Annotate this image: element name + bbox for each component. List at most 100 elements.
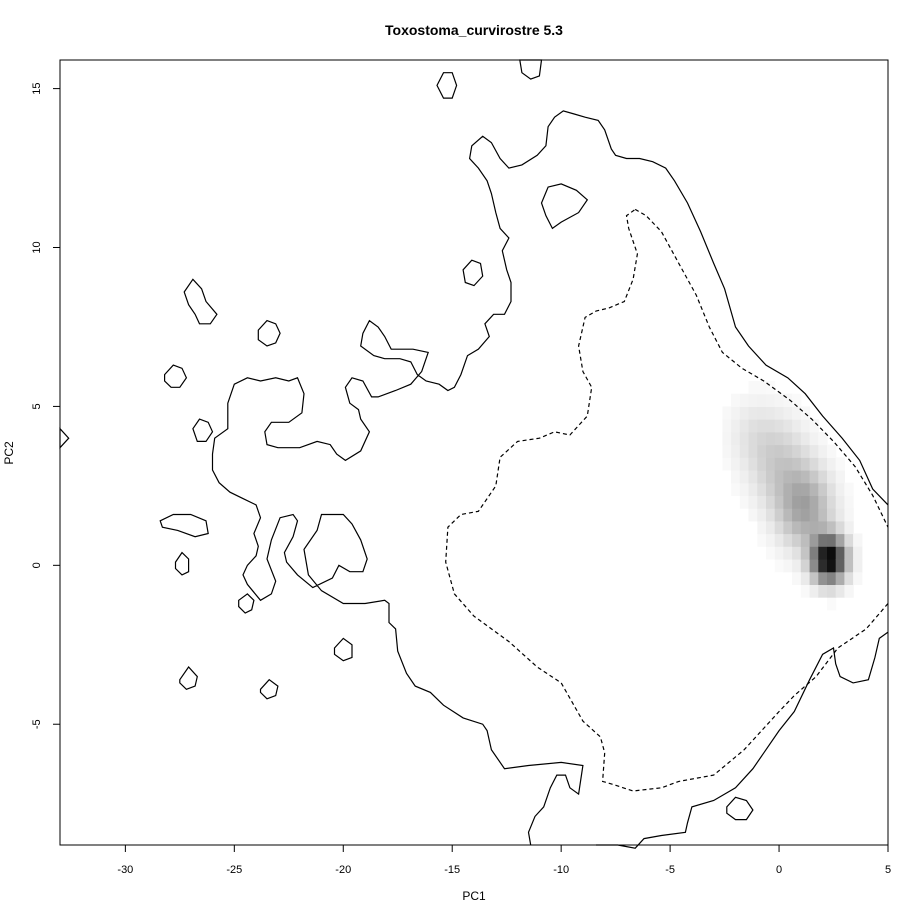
heatmap-cell xyxy=(722,419,732,433)
heatmap-cell xyxy=(809,520,819,535)
heatmap-cell xyxy=(809,444,819,458)
x-tick-label: -20 xyxy=(335,864,351,876)
heatmap-cell xyxy=(757,508,767,522)
y-axis: -5 0 5 10 15 xyxy=(31,82,61,729)
heatmap-cell xyxy=(766,406,776,420)
solid-contour-line xyxy=(462,259,484,287)
solid-contour-line xyxy=(59,427,70,450)
heatmap-cell xyxy=(774,431,784,446)
heatmap-cell xyxy=(774,520,784,535)
heatmap-cell xyxy=(835,559,845,573)
heatmap-cell xyxy=(722,457,732,471)
heatmap-cell xyxy=(722,406,732,420)
solid-contour-line xyxy=(164,364,188,388)
heatmap-cell xyxy=(809,457,819,471)
heatmap-cell xyxy=(853,546,863,560)
y-tick-label: 0 xyxy=(31,562,43,568)
heatmap-cell xyxy=(792,419,802,433)
density-heatmap xyxy=(722,381,863,611)
heatmap-cell xyxy=(757,444,767,458)
heatmap-cell xyxy=(827,495,837,509)
heatmap-cell xyxy=(835,470,845,484)
heatmap-cell xyxy=(792,571,802,585)
heatmap-cell xyxy=(792,393,802,407)
heatmap-cell xyxy=(748,431,758,446)
contour-lines xyxy=(59,59,889,849)
y-axis-label: PC2 xyxy=(2,441,16,465)
heatmap-cell xyxy=(748,406,758,420)
heatmap-cell xyxy=(766,381,776,395)
heatmap-cell xyxy=(748,381,758,395)
solid-contour-line xyxy=(183,278,218,325)
solid-contour-line xyxy=(519,59,543,80)
heatmap-cell xyxy=(757,520,767,535)
heatmap-cell xyxy=(809,584,819,598)
heatmap-cell xyxy=(800,559,811,573)
heatmap-cell xyxy=(809,546,819,560)
heatmap-cell xyxy=(818,584,828,598)
heatmap-cell xyxy=(748,482,758,496)
x-tick-label: 5 xyxy=(885,864,891,876)
heatmap-cell xyxy=(827,457,837,471)
heatmap-cell xyxy=(800,495,811,509)
heatmap-cell xyxy=(739,393,750,407)
heatmap-cell xyxy=(774,495,784,509)
heatmap-cell xyxy=(731,419,741,433)
heatmap-cell xyxy=(766,533,776,547)
heatmap-cell xyxy=(722,431,732,446)
heatmap-cell xyxy=(800,457,811,471)
x-tick-label: -10 xyxy=(553,864,569,876)
heatmap-cell xyxy=(757,406,767,420)
heatmap-cell xyxy=(739,444,750,458)
heatmap-cell xyxy=(766,419,776,433)
heatmap-cell xyxy=(835,571,845,585)
heatmap-cell xyxy=(844,546,854,560)
heatmap-cell xyxy=(809,431,819,446)
solid-contour-line xyxy=(238,593,255,614)
heatmap-cell xyxy=(827,470,837,484)
heatmap-cell xyxy=(792,406,802,420)
heatmap-cell xyxy=(800,584,811,598)
x-tick-label: -30 xyxy=(117,864,133,876)
heatmap-cell xyxy=(809,559,819,573)
heatmap-cell xyxy=(809,495,819,509)
heatmap-cell xyxy=(827,597,837,611)
heatmap-cell xyxy=(835,546,845,560)
heatmap-cell xyxy=(766,393,776,407)
heatmap-cell xyxy=(774,533,784,547)
x-tick-label: -5 xyxy=(665,864,675,876)
y-tick-label: -5 xyxy=(31,719,43,729)
heatmap-cell xyxy=(827,559,837,573)
x-tick-label: -15 xyxy=(444,864,460,876)
heatmap-cell xyxy=(766,457,776,471)
heatmap-cell xyxy=(783,559,793,573)
heatmap-cell xyxy=(818,431,828,446)
heatmap-cell xyxy=(792,431,802,446)
x-tick-label: -25 xyxy=(226,864,242,876)
heatmap-cell xyxy=(783,508,793,522)
heatmap-cell xyxy=(774,457,784,471)
solid-contour-line xyxy=(726,796,754,821)
chart-title: Toxostoma_curvirostre 5.3 xyxy=(385,22,563,38)
heatmap-cell xyxy=(783,482,793,496)
heatmap-cell xyxy=(853,533,863,547)
heatmap-cell xyxy=(818,520,828,535)
heatmap-cell xyxy=(818,559,828,573)
heatmap-cell xyxy=(774,559,784,573)
heatmap-cell xyxy=(757,419,767,433)
heatmap-cell xyxy=(844,533,854,547)
heatmap-cell xyxy=(774,508,784,522)
heatmap-cell xyxy=(748,495,758,509)
solid-contour-line xyxy=(174,551,190,576)
y-tick-label: 5 xyxy=(31,403,43,409)
heatmap-cell xyxy=(818,533,828,547)
heatmap-cell xyxy=(800,546,811,560)
heatmap-cell xyxy=(844,508,854,522)
heatmap-cell xyxy=(809,419,819,433)
heatmap-cell xyxy=(827,482,837,496)
x-tick-label: 0 xyxy=(776,864,782,876)
heatmap-cell xyxy=(731,482,741,496)
solid-contour-line xyxy=(159,513,209,538)
heatmap-cell xyxy=(835,508,845,522)
heatmap-cell xyxy=(792,495,802,509)
